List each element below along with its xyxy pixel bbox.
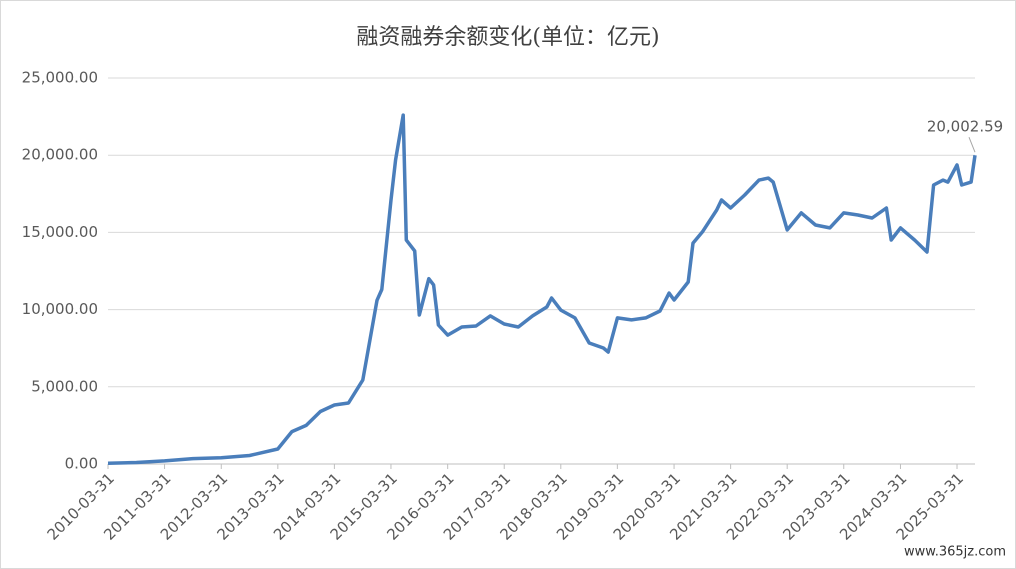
y-tick-label: 0.00: [65, 455, 98, 473]
y-tick-label: 10,000.00: [22, 300, 98, 318]
label-leader: [968, 136, 976, 153]
y-tick-label: 5,000.00: [31, 377, 98, 395]
y-tick-label: 15,000.00: [22, 223, 98, 241]
chart-title: 融资融券余额变化(单位：亿元): [356, 25, 659, 50]
y-tick-label: 25,000.00: [22, 69, 98, 87]
watermark: www.365jz.com: [904, 545, 1006, 560]
y-tick-label: 20,000.00: [22, 146, 98, 164]
data-label: 20,002.59: [927, 118, 1003, 136]
data-line: [107, 113, 977, 465]
